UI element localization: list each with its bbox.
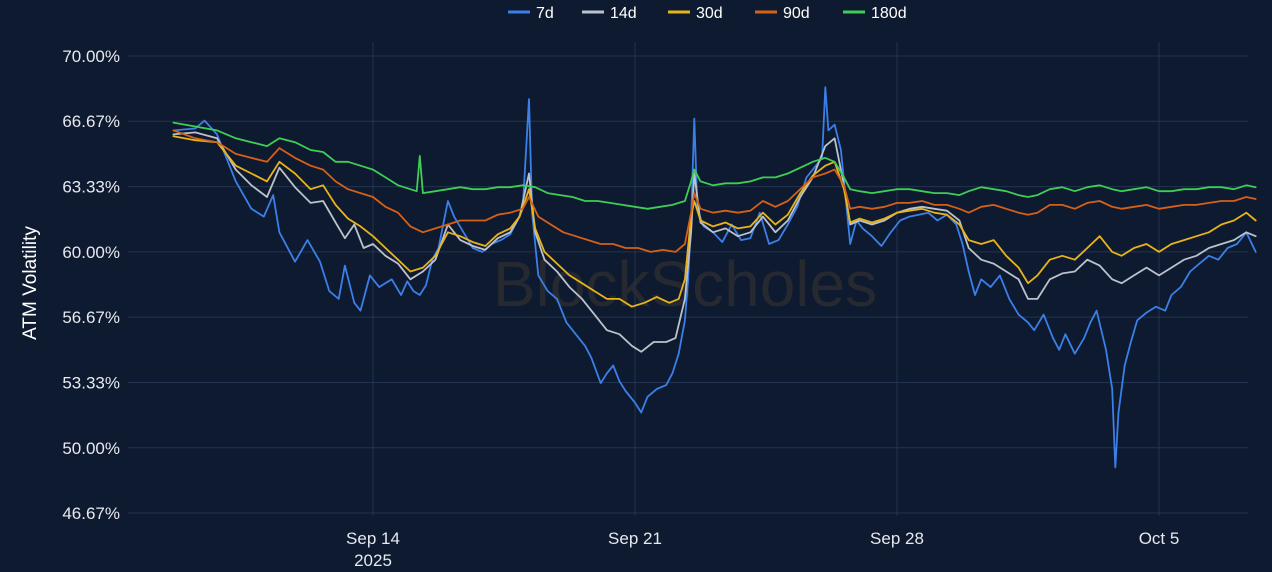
legend-item-14d[interactable]: 14d — [582, 5, 637, 22]
legend-label: 14d — [610, 5, 637, 22]
y-tick-label: 60.00% — [62, 243, 120, 262]
y-tick-label: 66.67% — [62, 112, 120, 131]
x-tick-label: Oct 5 — [1139, 529, 1180, 548]
series-line-180d — [172, 121, 1257, 210]
y-tick-label: 56.67% — [62, 308, 120, 327]
x-tick-label: Sep 14 — [346, 529, 400, 548]
legend-label: 90d — [783, 5, 810, 22]
x-axis: Sep 14 2025 Sep 21 Sep 28 Oct 5 — [346, 529, 1180, 570]
series-line-7d — [172, 86, 1257, 469]
legend-item-90d[interactable]: 90d — [755, 5, 810, 22]
legend-item-30d[interactable]: 30d — [668, 5, 723, 22]
legend-label: 7d — [536, 5, 554, 22]
legend-item-180d[interactable]: 180d — [843, 5, 907, 22]
x-tick-label: Sep 28 — [870, 529, 924, 548]
grid — [128, 42, 1248, 516]
y-tick-label: 46.67% — [62, 504, 120, 523]
y-tick-label: 70.00% — [62, 47, 120, 66]
legend[interactable]: 7d 14d 30d 90d 180d — [508, 5, 907, 22]
y-axis-title: ATM Volatility — [20, 226, 41, 340]
y-tick-label: 53.33% — [62, 374, 120, 393]
legend-label: 30d — [696, 5, 723, 22]
series-line-30d — [172, 135, 1257, 308]
y-axis: 70.00% 66.67% 63.33% 60.00% 56.67% 53.33% 50.0… — [62, 47, 120, 523]
y-tick-label: 63.33% — [62, 178, 120, 197]
x-tick-label: Sep 21 — [608, 529, 662, 548]
y-tick-label: 50.00% — [62, 439, 120, 458]
legend-label: 180d — [871, 5, 907, 22]
series-lines — [172, 86, 1257, 469]
legend-item-7d[interactable]: 7d — [508, 5, 554, 22]
series-line-14d — [172, 131, 1257, 353]
series-line-90d — [172, 129, 1257, 253]
x-tick-year-label: 2025 — [354, 551, 392, 567]
